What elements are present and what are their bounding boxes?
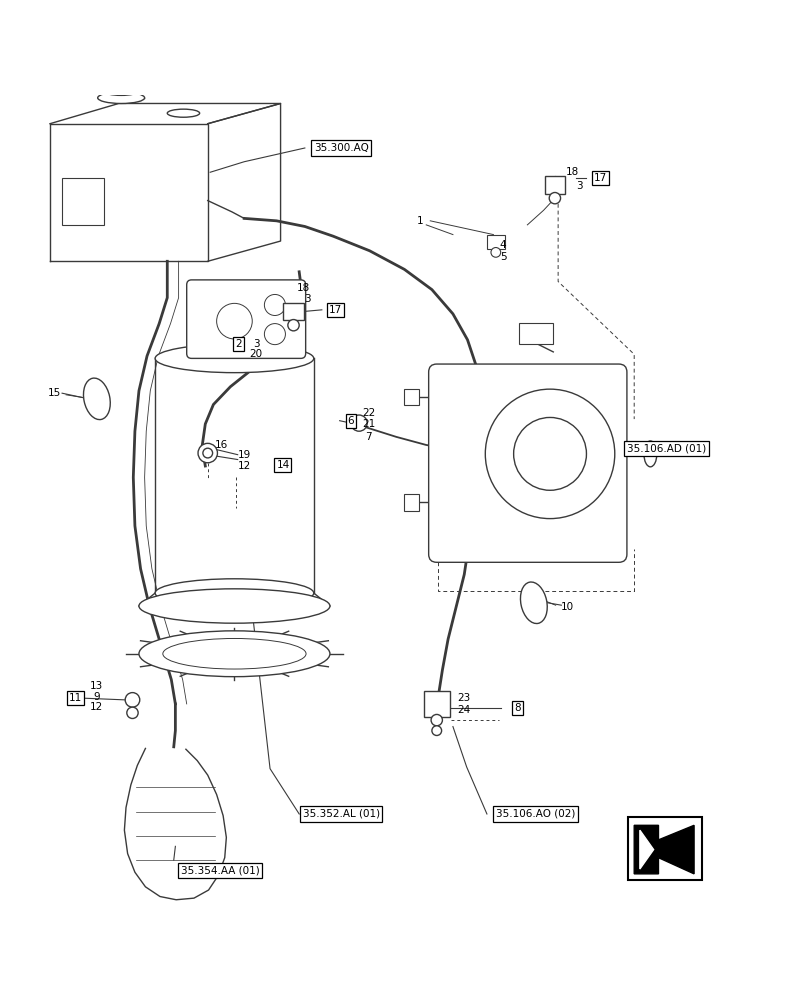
FancyBboxPatch shape [404, 389, 418, 405]
Text: 8: 8 [513, 703, 521, 713]
Ellipse shape [84, 378, 110, 420]
Circle shape [431, 726, 441, 735]
Circle shape [125, 693, 139, 707]
Circle shape [264, 324, 285, 345]
Circle shape [203, 448, 212, 458]
Ellipse shape [139, 631, 329, 677]
Text: 21: 21 [362, 419, 375, 429]
Text: 11: 11 [69, 693, 83, 703]
FancyBboxPatch shape [487, 235, 504, 249]
FancyBboxPatch shape [423, 691, 449, 717]
Text: 4: 4 [500, 240, 506, 250]
Text: 14: 14 [276, 460, 290, 470]
Circle shape [264, 294, 285, 315]
Text: 7: 7 [365, 432, 371, 442]
Text: 3: 3 [303, 294, 310, 304]
Text: 17: 17 [593, 173, 606, 183]
Ellipse shape [139, 589, 329, 623]
Text: 35.354.AA (01): 35.354.AA (01) [180, 866, 259, 876]
Text: 13: 13 [90, 681, 103, 691]
Circle shape [431, 714, 442, 726]
Text: 3: 3 [575, 181, 581, 191]
Ellipse shape [163, 638, 306, 669]
Text: 20: 20 [250, 349, 263, 359]
Ellipse shape [155, 579, 313, 607]
Circle shape [485, 389, 614, 519]
Ellipse shape [643, 441, 656, 467]
FancyBboxPatch shape [428, 364, 626, 562]
Ellipse shape [104, 87, 138, 95]
Text: 6: 6 [347, 416, 354, 426]
Ellipse shape [520, 582, 547, 624]
Text: 3: 3 [253, 339, 260, 349]
Text: 35.352.AL (01): 35.352.AL (01) [303, 809, 380, 819]
FancyBboxPatch shape [187, 280, 305, 358]
Text: 12: 12 [90, 702, 103, 712]
Text: 35.106.AD (01): 35.106.AD (01) [626, 443, 706, 453]
Ellipse shape [167, 109, 200, 117]
Text: 17: 17 [328, 305, 341, 315]
FancyBboxPatch shape [544, 176, 564, 194]
Circle shape [217, 303, 252, 339]
FancyBboxPatch shape [62, 178, 104, 225]
Text: 9: 9 [93, 692, 100, 702]
Text: 10: 10 [560, 602, 573, 612]
Text: 18: 18 [296, 283, 310, 293]
Text: 23: 23 [457, 693, 470, 703]
Text: 15: 15 [47, 388, 61, 398]
FancyBboxPatch shape [283, 303, 303, 320]
Circle shape [287, 320, 298, 331]
FancyBboxPatch shape [404, 494, 418, 511]
Text: 35.106.AO (02): 35.106.AO (02) [496, 809, 574, 819]
Text: 19: 19 [238, 450, 251, 460]
Text: 18: 18 [565, 167, 578, 177]
Circle shape [548, 192, 560, 204]
FancyBboxPatch shape [627, 817, 702, 880]
Polygon shape [633, 825, 693, 874]
Ellipse shape [155, 344, 313, 373]
Text: 5: 5 [500, 252, 506, 262]
Circle shape [491, 248, 500, 257]
Polygon shape [639, 830, 653, 869]
Text: 2: 2 [235, 339, 242, 349]
Circle shape [350, 415, 367, 431]
Text: 24: 24 [457, 705, 470, 715]
Ellipse shape [97, 92, 144, 103]
Text: 1: 1 [417, 216, 423, 226]
Circle shape [127, 707, 138, 718]
Circle shape [513, 417, 586, 490]
Circle shape [198, 443, 217, 463]
Text: 12: 12 [238, 461, 251, 471]
Text: 16: 16 [215, 440, 228, 450]
FancyBboxPatch shape [519, 323, 552, 344]
Text: 22: 22 [362, 408, 375, 418]
Text: 35.300.AQ: 35.300.AQ [313, 143, 368, 153]
